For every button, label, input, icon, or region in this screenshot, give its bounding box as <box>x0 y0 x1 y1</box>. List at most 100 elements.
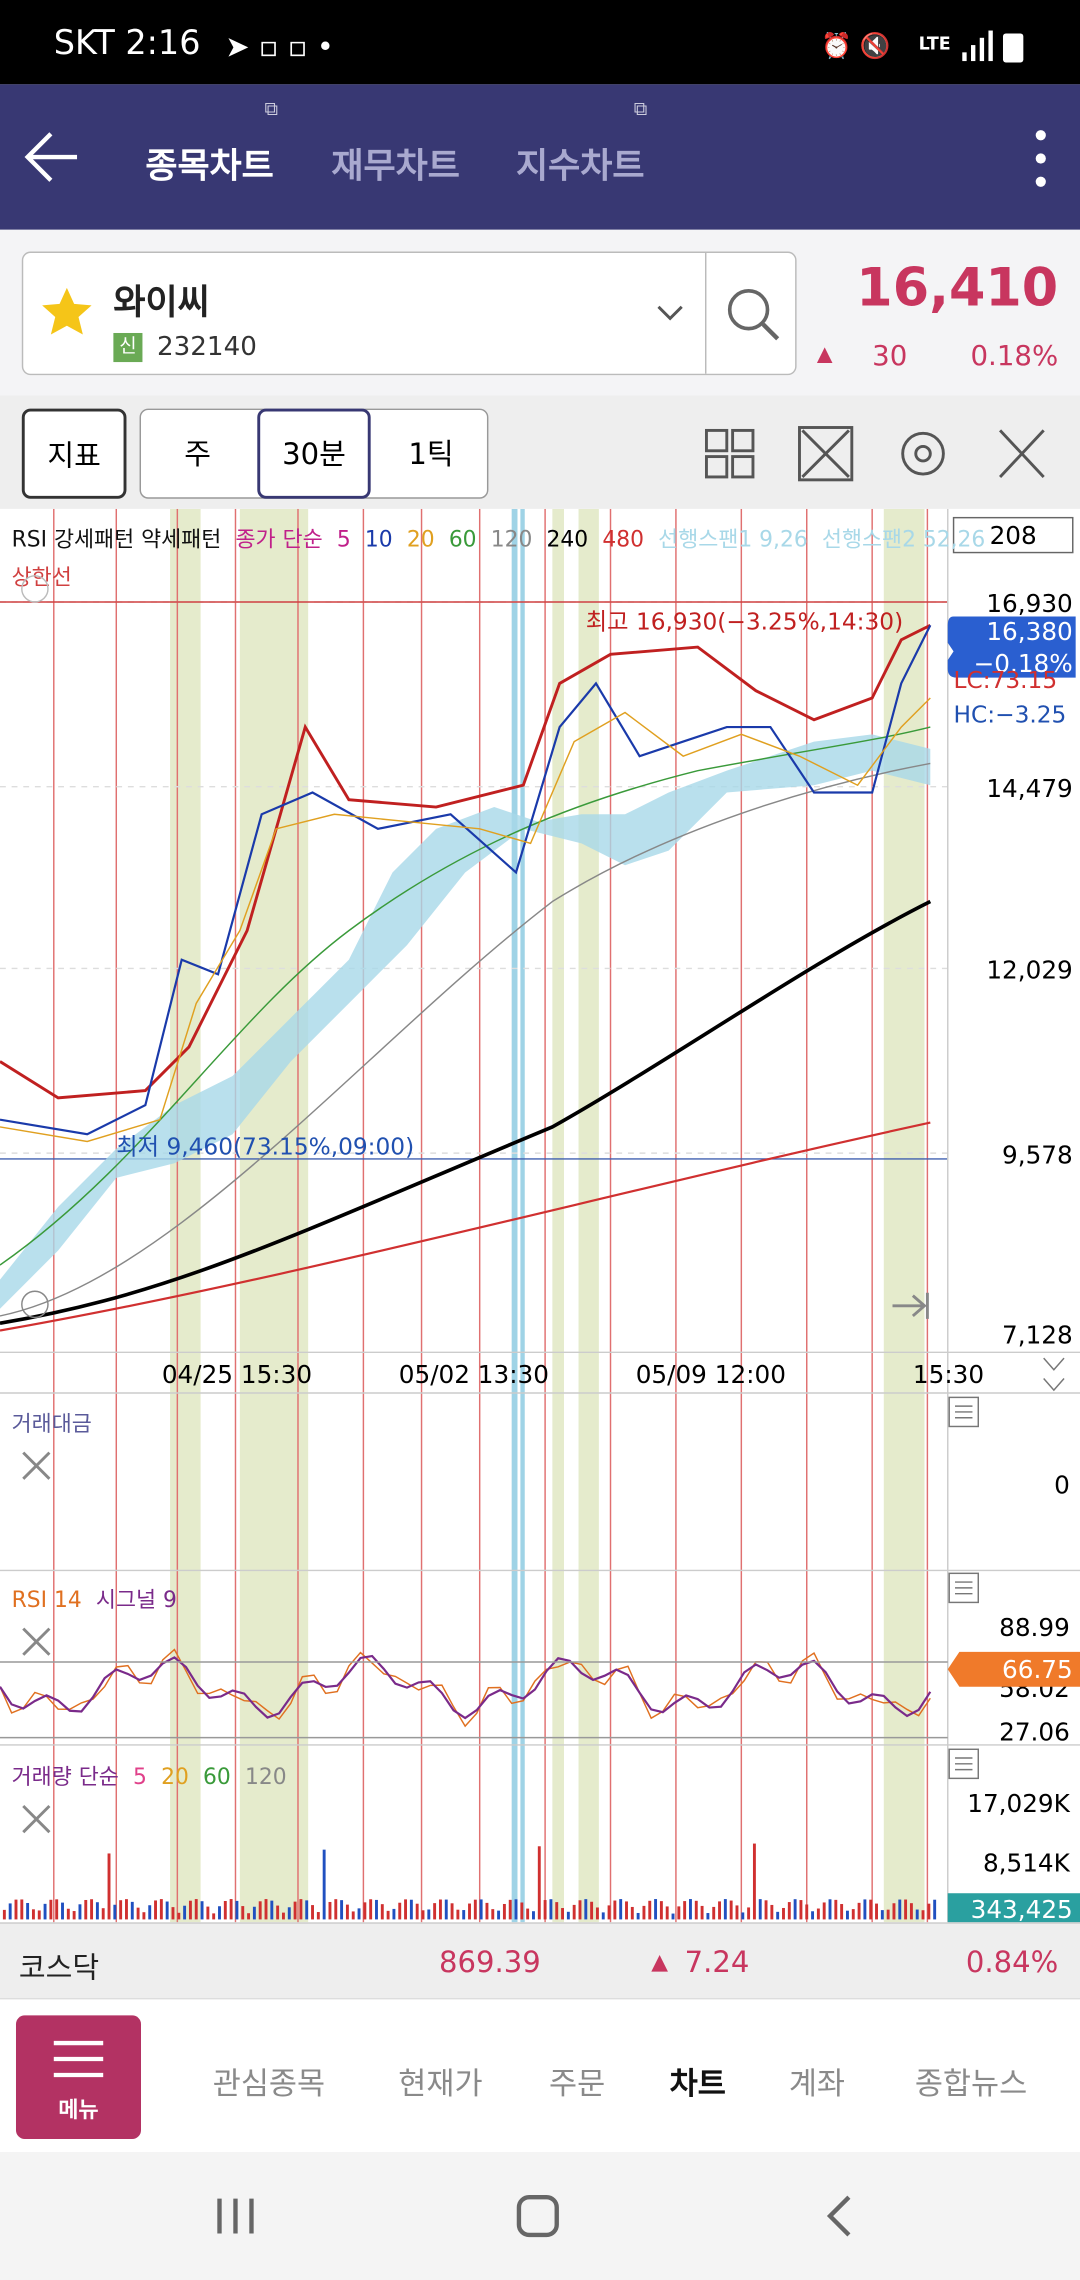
period-button-selected[interactable]: 30분 <box>257 408 371 499</box>
market-bar[interactable]: 코스닥 869.39 ▲ 7.24 0.84% <box>0 1922 1080 2000</box>
volume-bar <box>404 1899 408 1920</box>
volume-bar <box>223 1900 227 1920</box>
volume-bar <box>72 1911 76 1920</box>
volume-bar <box>380 1904 384 1920</box>
volume-bar <box>95 1902 99 1920</box>
status-bar: SKT 2:16 ➤ ▫ ▫ • ⏰ 🔇 LTE <box>0 0 1080 85</box>
volume-bar <box>270 1900 274 1920</box>
volume-bar <box>805 1904 809 1920</box>
volume-bar <box>909 1903 913 1920</box>
pattern-band-blue <box>511 508 518 1923</box>
volume-bar <box>654 1899 658 1920</box>
volume-bar <box>154 1900 157 1920</box>
volume-bar <box>363 1902 367 1920</box>
volume-bar <box>816 1908 820 1920</box>
volume-bar <box>828 1899 832 1920</box>
volume-bar <box>177 1912 181 1920</box>
volume-bar <box>927 1903 931 1920</box>
favorite-star[interactable] <box>39 285 94 337</box>
tab[interactable]: 지수차트 <box>516 145 645 187</box>
volume-bar <box>188 1900 192 1920</box>
tab[interactable]: 종목차트 <box>145 145 274 187</box>
volume-bar <box>345 1904 349 1920</box>
market-name: 코스닥 <box>18 1949 100 1985</box>
volume-bar <box>840 1904 844 1920</box>
volume-bar <box>229 1899 233 1920</box>
legend-item: 480 <box>602 528 644 553</box>
volume-bar <box>857 1902 861 1920</box>
panel-title-part: 5 <box>133 1765 147 1790</box>
scroll-end[interactable] <box>892 1292 929 1319</box>
volume-badge <box>947 1893 1080 1924</box>
volume-bar <box>549 1899 553 1920</box>
zoom-out[interactable] <box>21 1290 49 1319</box>
volume-bar <box>84 1899 88 1920</box>
nav-item[interactable]: 관심종목 <box>212 2066 326 2102</box>
panel-label: 0 <box>1054 1470 1070 1499</box>
back-button[interactable] <box>22 128 83 186</box>
pattern-band <box>170 508 201 1923</box>
volume-bar <box>508 1899 512 1920</box>
volume-bar <box>625 1901 628 1920</box>
volume-bar <box>375 1899 378 1920</box>
market-index: 869.39 <box>438 1944 541 1980</box>
volume-bar <box>194 1899 198 1920</box>
nav-item[interactable]: 종합뉴스 <box>914 2066 1028 2102</box>
period-button[interactable]: 1틱 <box>408 436 454 472</box>
nav-item-active[interactable]: 차트 <box>669 2066 726 2102</box>
volume-bar <box>101 1908 105 1920</box>
volume-bar <box>799 1900 803 1920</box>
volume-bar <box>747 1907 751 1920</box>
nav-item[interactable]: 현재가 <box>398 2066 483 2102</box>
volume-bar <box>787 1902 791 1920</box>
tab[interactable]: 재무차트 <box>331 145 460 187</box>
volume-bar <box>142 1912 146 1920</box>
status-icons: ➤ ▫ ▫ • <box>225 29 334 64</box>
bollinger-upper <box>0 623 931 1100</box>
period-button[interactable]: 주 <box>184 436 212 472</box>
volume-bar <box>113 1904 117 1920</box>
volume-bar <box>148 1905 152 1920</box>
volume-bar <box>433 1903 437 1920</box>
nav-item[interactable]: 계좌 <box>788 2066 846 2102</box>
volume-bar <box>770 1904 774 1920</box>
menu-button[interactable]: 메뉴 <box>15 2015 141 2139</box>
volume-bar <box>305 1900 309 1920</box>
hc-label: HC:−3.25 <box>954 702 1067 729</box>
ma-240 <box>0 899 932 1326</box>
volume-bar <box>247 1913 251 1920</box>
panel-label: 27.06 <box>999 1718 1070 1747</box>
legend-item: 120 <box>491 528 533 553</box>
tab-icon: ⧉ <box>264 98 279 121</box>
close-icons[interactable] <box>22 1451 51 1834</box>
volume-bar <box>2 1909 6 1920</box>
volume-bar <box>758 1899 762 1920</box>
stock-selector[interactable] <box>21 251 797 376</box>
pattern-band <box>239 508 309 1923</box>
volume-bar <box>595 1907 599 1920</box>
zoom-in[interactable] <box>21 575 49 603</box>
volume-bar <box>776 1911 780 1920</box>
volume-bar <box>444 1899 448 1920</box>
volume-bar <box>438 1899 442 1920</box>
panel-menus[interactable] <box>948 1396 979 1780</box>
system-buttons[interactable] <box>0 2152 1080 2280</box>
search-button[interactable] <box>724 285 782 343</box>
dropdown[interactable] <box>654 302 686 322</box>
legend-item: 5 <box>337 528 351 553</box>
volume-bar <box>159 1899 163 1920</box>
nav-item[interactable]: 주문 <box>548 2066 606 2102</box>
high-note: 최고 16,930(−3.25%,14:30) <box>586 609 903 636</box>
stock-name: 와이씨 <box>113 282 210 323</box>
volume-bar <box>276 1905 280 1920</box>
volume-bar <box>933 1899 937 1920</box>
axis-toggle[interactable] <box>1043 1357 1065 1392</box>
volume-bar <box>619 1899 623 1920</box>
panel-title-part: 120 <box>245 1765 287 1790</box>
legend-item: 선행스팬1 9,26 <box>658 528 808 553</box>
volume-bar <box>921 1910 925 1920</box>
tool-icons[interactable] <box>698 422 1061 486</box>
volume-bar <box>49 1899 53 1920</box>
indicator-button[interactable]: 지표 <box>21 408 127 499</box>
more-button[interactable] <box>1029 128 1052 189</box>
